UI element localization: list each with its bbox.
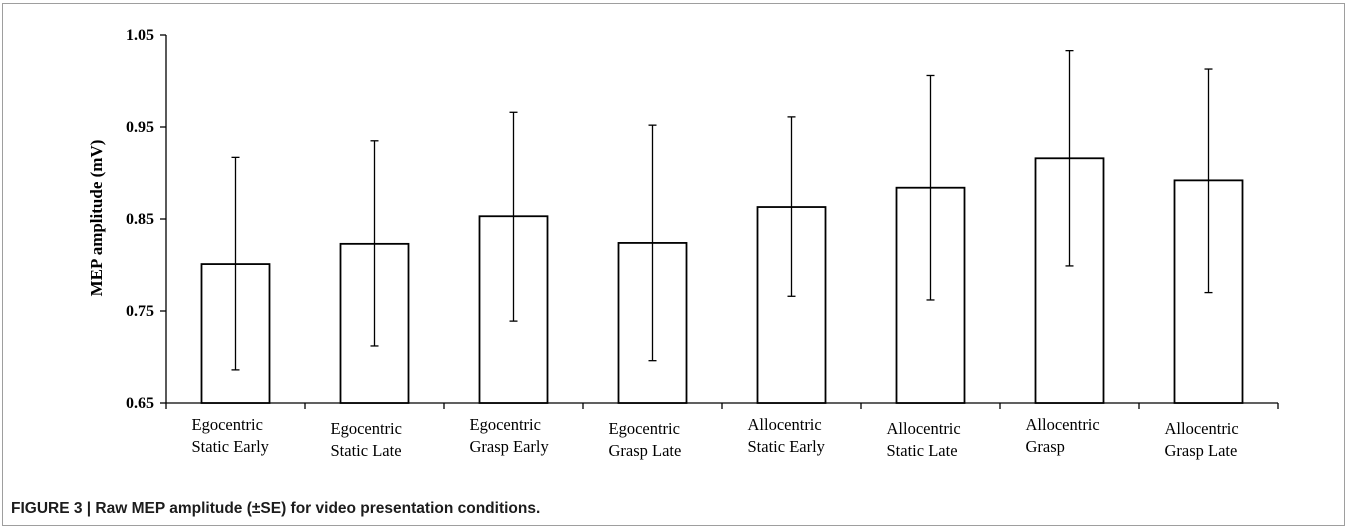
x-category-label: Allocentric [748,415,822,434]
y-tick-label: 0.75 [126,303,154,320]
y-tick-label: 0.65 [126,395,154,412]
y-axis-title: MEP amplitude (mV) [87,140,106,297]
x-category-label: Grasp [1026,437,1065,456]
x-category-label: Allocentric [1026,415,1100,434]
x-category-labels: Egocentric Static Early Egocentric Static L… [192,415,1239,460]
x-category-label: Egocentric [331,419,402,438]
x-category-label: Allocentric [1165,419,1239,438]
x-category-label: Grasp Late [1165,441,1238,460]
y-tick-label: 0.95 [126,119,154,136]
x-category-label: Egocentric [470,415,541,434]
y-tick-labels: 0.65 0.75 0.85 0.95 1.05 [126,27,154,412]
x-category-label: Static Early [192,437,270,456]
chart-bars [200,157,1244,404]
chart-axes [160,34,1279,409]
x-category-label: Allocentric [887,419,961,438]
x-category-label: Egocentric [192,415,263,434]
x-category-label: Grasp Late [609,441,682,460]
y-tick-label: 1.05 [126,27,154,44]
chart-error-bars [231,49,1213,371]
bar-chart: 0.65 0.75 0.85 0.95 1.05 Egocentric Static Ea… [87,27,1279,460]
x-category-label: Static Late [887,441,958,460]
y-tick-label: 0.85 [126,211,154,228]
x-category-label: Grasp Early [470,437,550,456]
x-category-label: Egocentric [609,419,680,438]
figure-caption: FIGURE 3 | Raw MEP amplitude (±SE) for v… [11,500,541,517]
x-category-label: Static Early [748,437,826,456]
x-category-label: Static Late [331,441,402,460]
